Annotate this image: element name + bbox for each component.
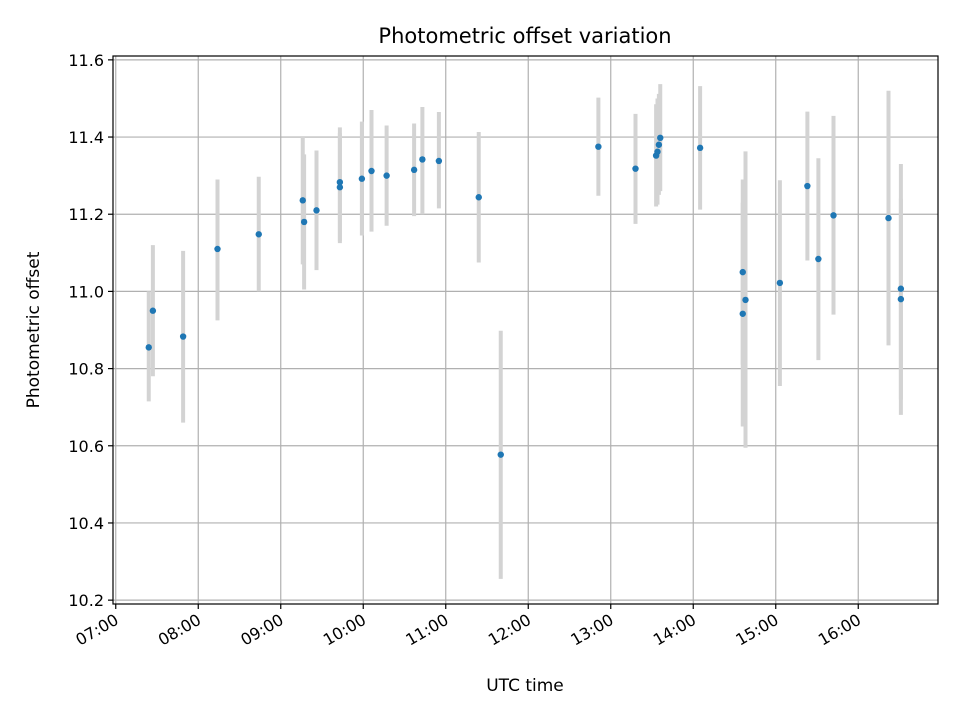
y-axis-label: Photometric offset [24, 251, 44, 408]
data-point [654, 148, 661, 155]
y-tick-label: 11.2 [68, 205, 104, 224]
data-point [313, 207, 320, 214]
y-tick-label: 10.8 [68, 360, 104, 379]
y-tick-label: 10.2 [68, 591, 104, 610]
y-axis: 10.2 10.4 10.6 10.8 11.0 11.2 11.4 11.6 [68, 51, 113, 610]
y-tick-label: 11.0 [68, 282, 104, 301]
data-point [255, 231, 262, 238]
data-point [595, 143, 602, 150]
x-axis-label: UTC time [486, 676, 564, 696]
x-tick-label: 12:00 [485, 610, 534, 650]
data-point [897, 295, 905, 303]
grid [113, 56, 938, 604]
y-tick-label: 10.4 [68, 514, 104, 533]
data-point [475, 194, 482, 201]
x-tick-label: 15:00 [732, 610, 781, 650]
data-point [804, 182, 811, 190]
data-point [815, 255, 822, 263]
data-point [435, 157, 443, 165]
data-point [214, 245, 221, 253]
data-point [696, 144, 704, 152]
data-point [739, 268, 746, 276]
x-tick-label: 10:00 [320, 610, 369, 650]
data-point [655, 141, 663, 148]
data-point [739, 310, 746, 317]
data-point [368, 167, 375, 175]
data-point [299, 197, 306, 204]
data-point [830, 212, 837, 219]
x-tick-label: 14:00 [650, 610, 699, 650]
x-tick-label: 11:00 [402, 610, 451, 650]
data-point [149, 307, 157, 314]
y-tick-label: 11.6 [68, 51, 104, 70]
data-point [885, 214, 892, 222]
data-point [410, 166, 418, 174]
data-point [336, 184, 344, 191]
plot-frame [112, 55, 939, 605]
y-tick-label: 11.4 [68, 128, 104, 147]
data-point [300, 218, 308, 226]
data-point [897, 285, 905, 292]
x-tick-label: 09:00 [237, 610, 286, 650]
data-point [383, 172, 390, 179]
x-axis: 07:00 08:00 09:00 10:00 11:00 12:00 13:00 14:00… [72, 604, 864, 650]
y-tick-label: 10.6 [68, 437, 104, 456]
data-point [179, 333, 187, 340]
x-tick-label: 16:00 [815, 610, 864, 650]
x-tick-label: 07:00 [72, 610, 121, 650]
error-bars [146, 84, 903, 579]
data-point [776, 279, 784, 287]
data-point [419, 156, 426, 163]
data-point [657, 134, 664, 142]
data-points [145, 134, 905, 458]
data-point [497, 451, 504, 458]
data-point [358, 175, 366, 182]
data-point [336, 178, 344, 186]
data-point [632, 165, 639, 172]
chart-title: Photometric offset variation [378, 24, 671, 48]
x-tick-label: 13:00 [567, 610, 616, 650]
data-point [742, 296, 749, 304]
x-tick-label: 08:00 [155, 610, 204, 650]
data-point [145, 344, 152, 351]
